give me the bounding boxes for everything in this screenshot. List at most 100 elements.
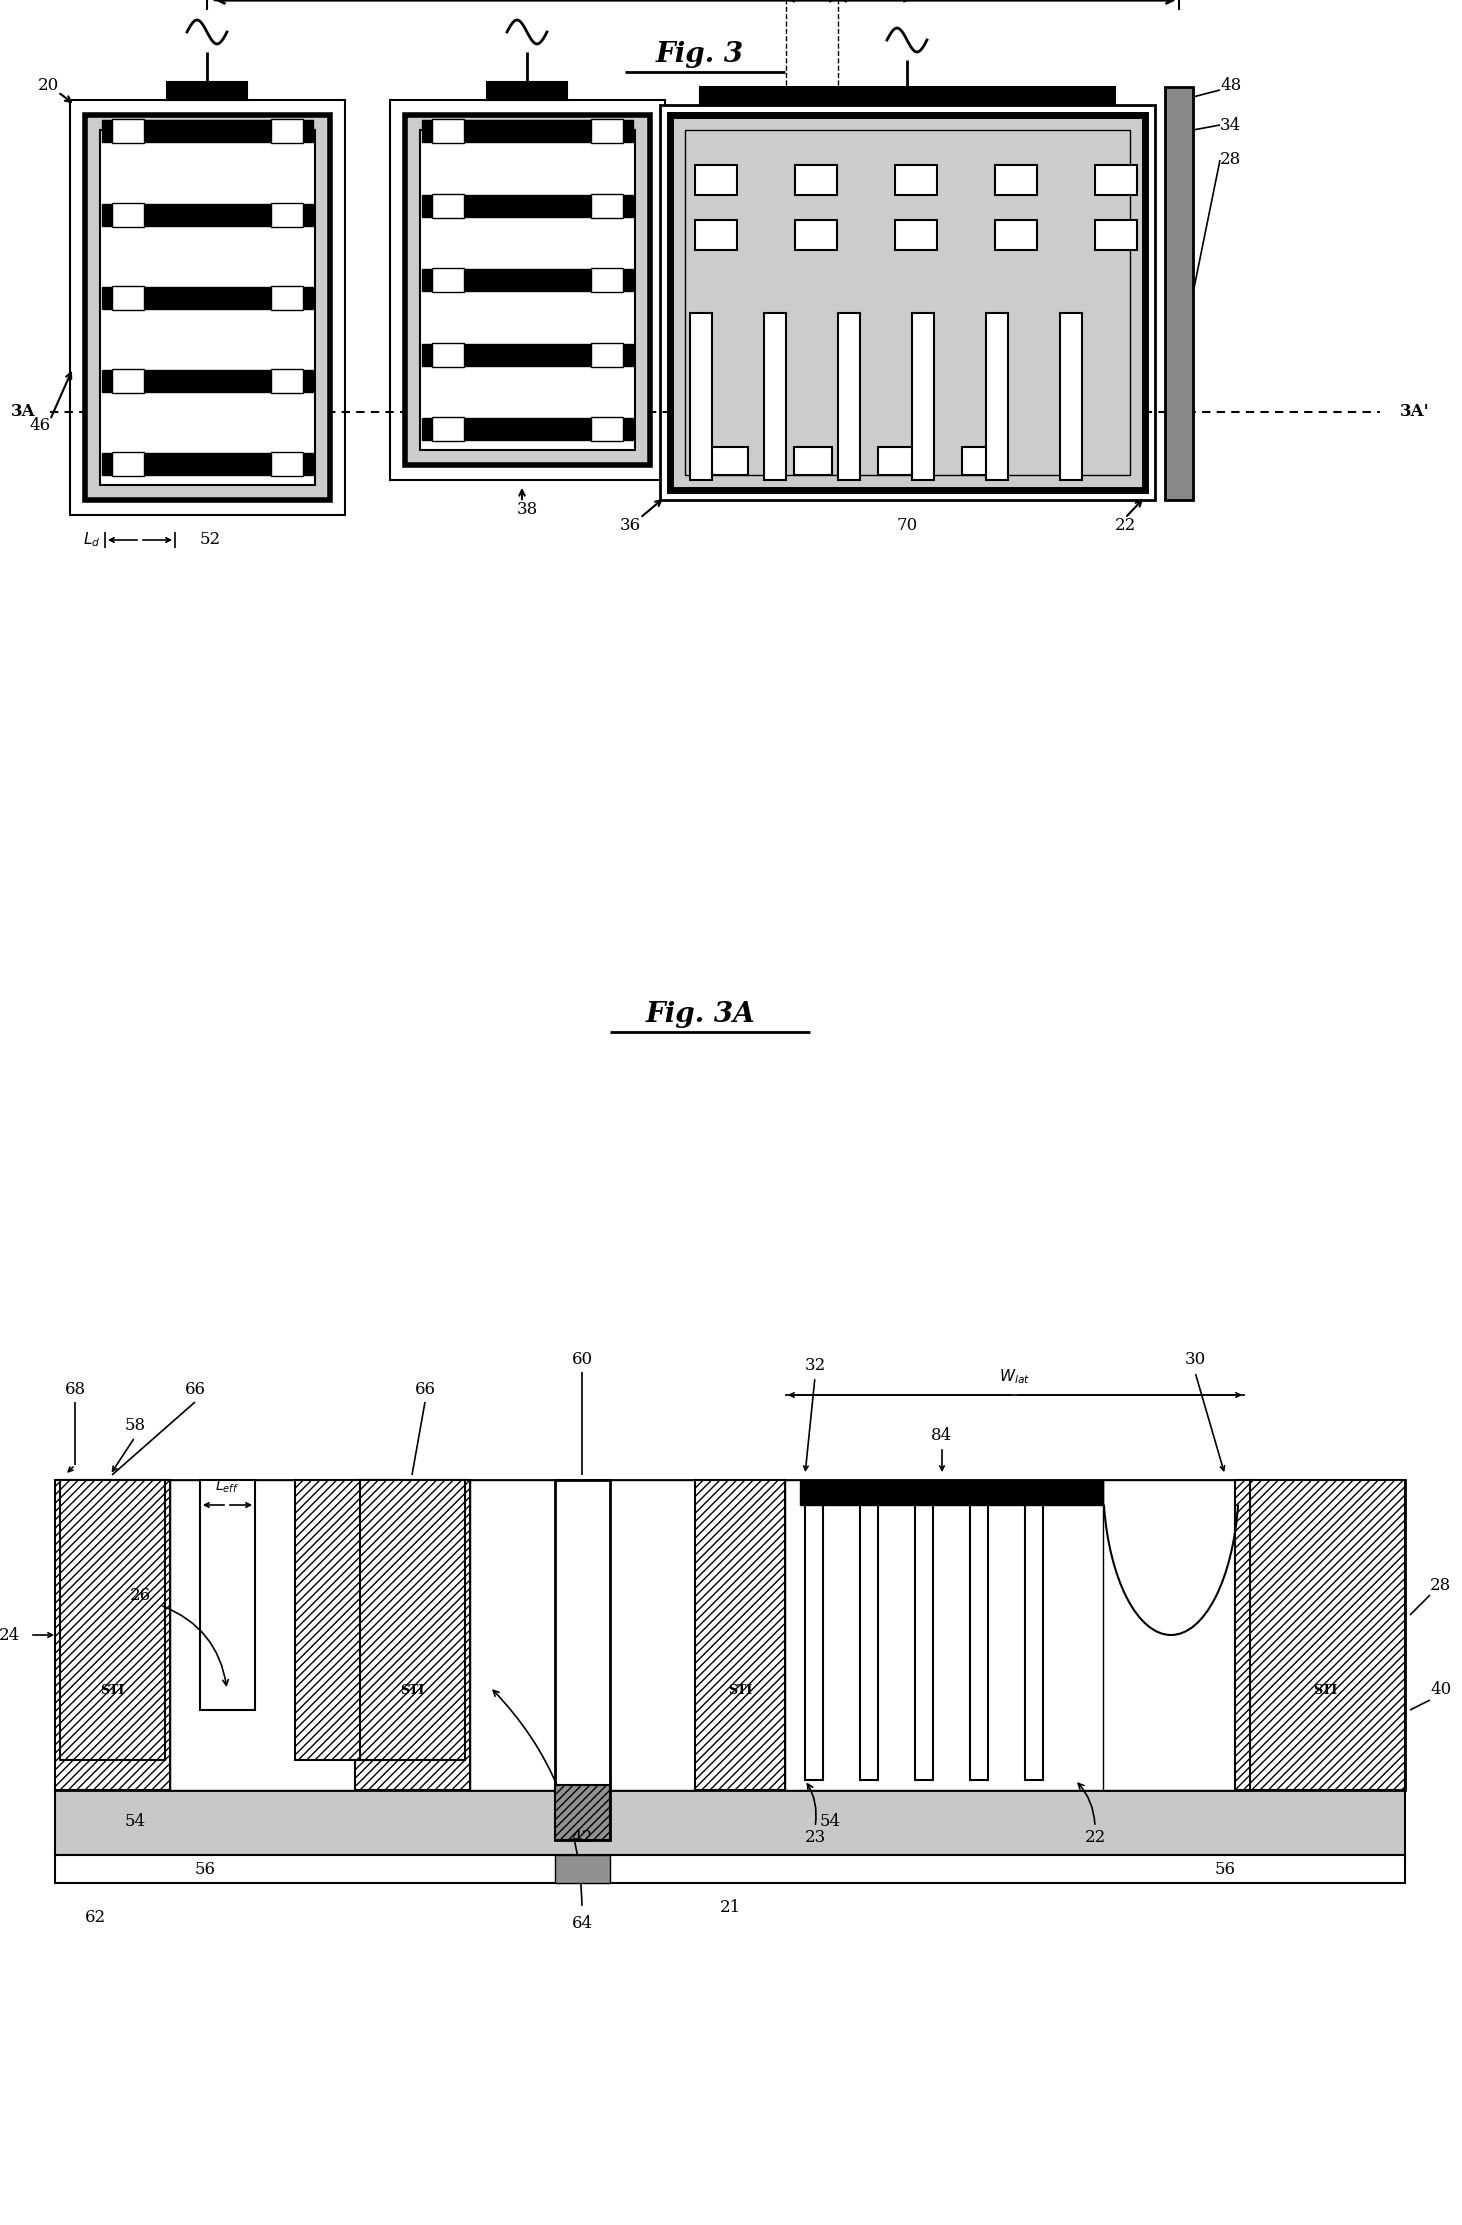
Bar: [591, 416, 623, 441]
Bar: [423, 345, 633, 365]
Bar: [1095, 220, 1137, 249]
Text: 38: 38: [516, 501, 538, 518]
Text: 36: 36: [620, 516, 640, 534]
Text: $W_{lat}$: $W_{lat}$: [1000, 1368, 1031, 1386]
Text: 68: 68: [64, 1382, 86, 1400]
Bar: [431, 267, 463, 291]
Text: 3A: 3A: [10, 403, 35, 421]
Text: 62: 62: [85, 1909, 105, 1927]
Bar: [686, 129, 1130, 474]
Bar: [60, 1480, 165, 1760]
Bar: [591, 194, 623, 218]
Bar: [996, 165, 1037, 196]
Text: 56: 56: [1215, 1860, 1235, 1878]
Bar: [113, 452, 143, 476]
Text: 64: 64: [572, 1914, 592, 1931]
Bar: [420, 129, 635, 449]
Text: 46: 46: [29, 416, 51, 434]
Bar: [167, 82, 247, 100]
Bar: [915, 1491, 933, 1780]
Bar: [1102, 1480, 1240, 1789]
Bar: [113, 202, 143, 227]
Bar: [423, 196, 633, 218]
Text: 28: 28: [1430, 1578, 1452, 1593]
Text: STI: STI: [728, 1684, 751, 1695]
Bar: [170, 1480, 355, 1789]
Bar: [487, 82, 567, 100]
Text: 21: 21: [719, 1900, 741, 1916]
Text: 24: 24: [0, 1626, 20, 1644]
Bar: [56, 1480, 170, 1789]
Bar: [102, 120, 313, 142]
Text: 28: 28: [1219, 151, 1241, 169]
Bar: [200, 1480, 254, 1711]
Bar: [1025, 1491, 1042, 1780]
Bar: [1235, 1480, 1250, 1789]
Bar: [295, 1480, 401, 1760]
Bar: [996, 220, 1037, 249]
Bar: [56, 1789, 1405, 1856]
Bar: [56, 1480, 1405, 1789]
Bar: [390, 100, 665, 481]
Bar: [469, 1480, 694, 1789]
Bar: [670, 116, 1145, 490]
Bar: [556, 1480, 610, 1840]
Bar: [912, 314, 934, 481]
Bar: [405, 116, 651, 465]
Text: 60: 60: [572, 1351, 592, 1368]
Text: 30: 30: [1184, 1351, 1206, 1368]
Bar: [591, 267, 623, 291]
Bar: [431, 194, 463, 218]
Bar: [1165, 87, 1193, 501]
Bar: [591, 118, 623, 142]
Bar: [270, 369, 303, 394]
Bar: [423, 418, 633, 441]
Bar: [895, 220, 937, 249]
Text: 66: 66: [184, 1382, 206, 1400]
Bar: [423, 269, 633, 291]
Text: STI: STI: [1313, 1684, 1338, 1695]
Bar: [102, 205, 313, 227]
Bar: [423, 120, 633, 142]
Bar: [795, 165, 838, 196]
Bar: [794, 447, 832, 474]
Bar: [113, 118, 143, 142]
Bar: [860, 1491, 879, 1780]
Bar: [431, 118, 463, 142]
Bar: [113, 369, 143, 394]
Bar: [985, 314, 1007, 481]
Bar: [270, 118, 303, 142]
Bar: [795, 220, 838, 249]
Bar: [879, 447, 917, 474]
Text: 58: 58: [124, 1417, 146, 1433]
Text: $L_{eff}$: $L_{eff}$: [215, 1480, 238, 1495]
Text: 32: 32: [804, 1357, 826, 1373]
Bar: [962, 447, 1000, 474]
Bar: [431, 416, 463, 441]
Text: 40: 40: [1430, 1682, 1452, 1698]
Bar: [806, 1491, 823, 1780]
Bar: [785, 1480, 1246, 1789]
Text: 52: 52: [200, 532, 221, 550]
Bar: [431, 343, 463, 367]
Text: 22: 22: [1114, 516, 1136, 534]
Bar: [1060, 314, 1082, 481]
Bar: [838, 314, 860, 481]
Text: 23: 23: [804, 1829, 826, 1845]
Text: STI: STI: [99, 1684, 124, 1695]
Bar: [969, 1491, 988, 1780]
Bar: [694, 1480, 785, 1789]
Bar: [1246, 1480, 1405, 1789]
Text: 48: 48: [1219, 76, 1241, 93]
Bar: [690, 314, 712, 481]
Text: 22: 22: [1085, 1829, 1105, 1845]
Bar: [659, 105, 1155, 501]
Text: 66: 66: [415, 1382, 436, 1400]
Bar: [355, 1480, 469, 1789]
Bar: [270, 452, 303, 476]
Text: 54: 54: [819, 1813, 841, 1831]
Bar: [694, 165, 737, 196]
Text: 34: 34: [1219, 116, 1241, 134]
Bar: [800, 1480, 1102, 1504]
Bar: [270, 202, 303, 227]
